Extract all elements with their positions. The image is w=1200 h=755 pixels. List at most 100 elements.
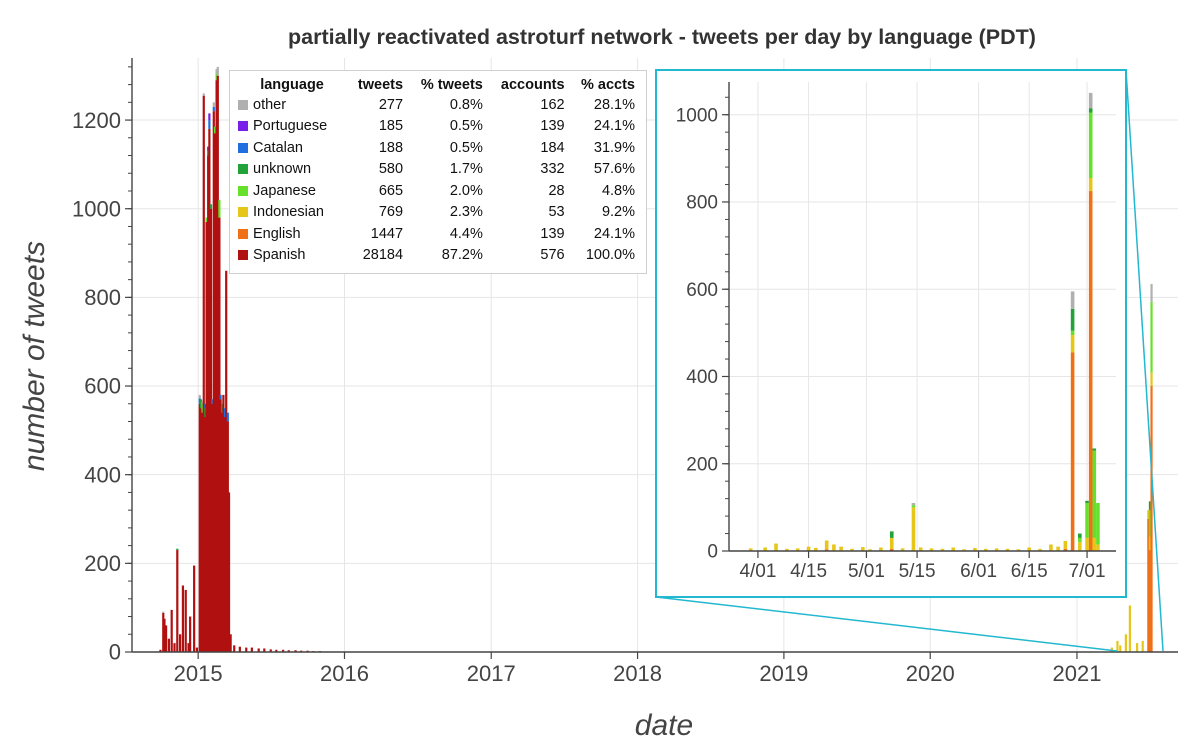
main-bar-stack <box>163 618 166 652</box>
main-bar-segment-portuguese <box>207 146 210 152</box>
inset-bar-segment-english <box>1063 548 1068 551</box>
inset-bar-segment-unknown <box>1092 448 1097 451</box>
legend-language-name: other <box>253 96 287 113</box>
main-bar-segment-spanish <box>294 650 297 652</box>
inset-bar-stack <box>868 549 872 551</box>
main-bar-segment-spanish <box>207 155 210 652</box>
inset-x-tick-label: 6/15 <box>1011 561 1048 582</box>
main-bar-segment-indonesian <box>1141 640 1144 652</box>
main-bar-stack <box>1141 640 1144 652</box>
legend-pct-accts: 4.8% <box>601 182 635 199</box>
main-bar-segment-spanish <box>257 648 260 652</box>
main-bar-segment-catalan <box>212 106 215 112</box>
main-bar-stack <box>176 548 179 652</box>
main-bar-stack <box>170 609 173 652</box>
legend-row-other: other 277 0.8% 162 28.1% <box>238 94 638 116</box>
legend-accounts: 184 <box>540 139 565 156</box>
main-bar-stack <box>223 408 227 652</box>
main-bar-segment-unknown <box>207 151 210 156</box>
legend-row-spanish: Spanish 28184 87.2% 576 100.0% <box>238 245 638 267</box>
main-bar-segment-spanish <box>212 111 215 652</box>
main-bar-segment-english <box>1147 519 1150 652</box>
main-bar-segment-spanish <box>205 222 208 652</box>
inset-bar-segment-indonesian <box>1005 548 1010 551</box>
legend-pct-accts: 24.1% <box>593 118 635 135</box>
main-bar-segment-japanese <box>218 199 221 218</box>
inset-bar-segment-indonesian <box>806 546 811 551</box>
inset-bar-segment-indonesian <box>940 548 945 551</box>
legend-tweets: 188 <box>378 139 404 156</box>
inset-frame <box>655 69 1127 598</box>
legend-row-unknown: unknown 580 1.7% 332 57.6% <box>238 159 638 181</box>
main-bar-stack <box>287 650 290 652</box>
inset-bar-stack <box>929 548 934 551</box>
main-bar-stack <box>198 394 201 652</box>
main-bar-segment-catalan <box>219 394 222 400</box>
main-bar-segment-spanish <box>219 399 222 652</box>
main-bar-segment-spanish <box>269 649 272 652</box>
inset-bar-stack <box>1063 540 1068 551</box>
main-bar-segment-spanish <box>223 417 227 652</box>
inset-bar-segment-indonesian <box>889 537 894 549</box>
main-bar-stack <box>1119 645 1122 652</box>
inset-bar-stack <box>1027 547 1031 551</box>
legend-pct-tweets: 1.7% <box>449 161 483 178</box>
legend-language-name: Indonesian <box>253 204 324 221</box>
legend-language: unknown <box>238 159 346 181</box>
inset-bar-segment-indonesian <box>748 548 753 551</box>
inset-bar-segment-indonesian <box>929 548 934 551</box>
inset-bar-segment-japanese <box>1092 450 1097 538</box>
main-bar-stack <box>189 616 192 652</box>
inset-bar-segment-unknown <box>1085 500 1089 504</box>
zoom-connectors <box>655 69 1164 652</box>
main-bar-segment-indonesian <box>1124 634 1127 652</box>
inset-bar-stack <box>1078 533 1082 551</box>
main-bar-segment-spanish <box>221 412 224 652</box>
main-bar-segment-other <box>198 394 201 399</box>
legend-swatch <box>238 121 248 132</box>
main-bar-segment-spanish <box>193 565 196 652</box>
main-bar-stack <box>207 146 210 652</box>
legend-language: Japanese <box>238 180 346 202</box>
main-x-tick-label: 2016 <box>320 661 369 686</box>
main-bar-segment-spanish <box>216 75 219 653</box>
main-bar-stack <box>238 646 241 652</box>
main-bar-segment-other <box>216 66 219 76</box>
inset-bar-stack <box>983 548 988 551</box>
legend-language: Portuguese <box>238 116 346 138</box>
main-bar-stack <box>179 634 182 652</box>
legend-swatch <box>238 185 248 196</box>
main-bar-segment-unknown <box>221 403 224 413</box>
inset-bar-stack <box>748 548 753 551</box>
legend-swatch <box>238 207 248 218</box>
legend-pct-tweets: 2.3% <box>449 204 483 221</box>
main-x-tick-label: 2021 <box>1052 661 1101 686</box>
legend-row-portuguese: Portuguese 185 0.5% 139 24.1% <box>238 116 638 138</box>
main-bar-segment-indonesian <box>1148 536 1152 551</box>
inset-bar-segment-unknown <box>1070 308 1075 331</box>
inset-bar-stack <box>889 531 894 551</box>
main-bar-segment-english <box>1150 386 1153 652</box>
main-bar-stack <box>269 649 272 652</box>
main-bar-segment-catalan <box>226 412 229 422</box>
inset-y-tick-label: 0 <box>707 542 718 563</box>
inset-bar-stack <box>861 547 865 551</box>
main-bar-stack <box>159 649 162 652</box>
legend-header-accounts: accounts <box>500 77 565 93</box>
legend-pct-accts: 9.2% <box>601 204 635 221</box>
legend-language-name: unknown <box>253 161 312 178</box>
inset-bar-segment-indonesian <box>832 544 836 551</box>
legend-pct-accts: 57.6% <box>593 161 635 178</box>
main-bar-stack <box>245 647 248 652</box>
inset-bar-stack <box>832 544 836 551</box>
legend-accounts: 53 <box>548 204 565 221</box>
inset-bar-stack <box>1096 503 1100 551</box>
inset-bar-segment-indonesian <box>1078 542 1082 551</box>
main-bar-stack <box>1116 640 1119 652</box>
main-bar-stack <box>257 648 260 652</box>
main-bar-segment-japanese <box>215 73 218 81</box>
main-bar-segment-spanish <box>173 643 176 652</box>
inset-bar-segment-indonesian <box>774 543 778 551</box>
main-bar-segment-spanish <box>275 649 278 652</box>
main-bar-stack <box>282 649 285 652</box>
